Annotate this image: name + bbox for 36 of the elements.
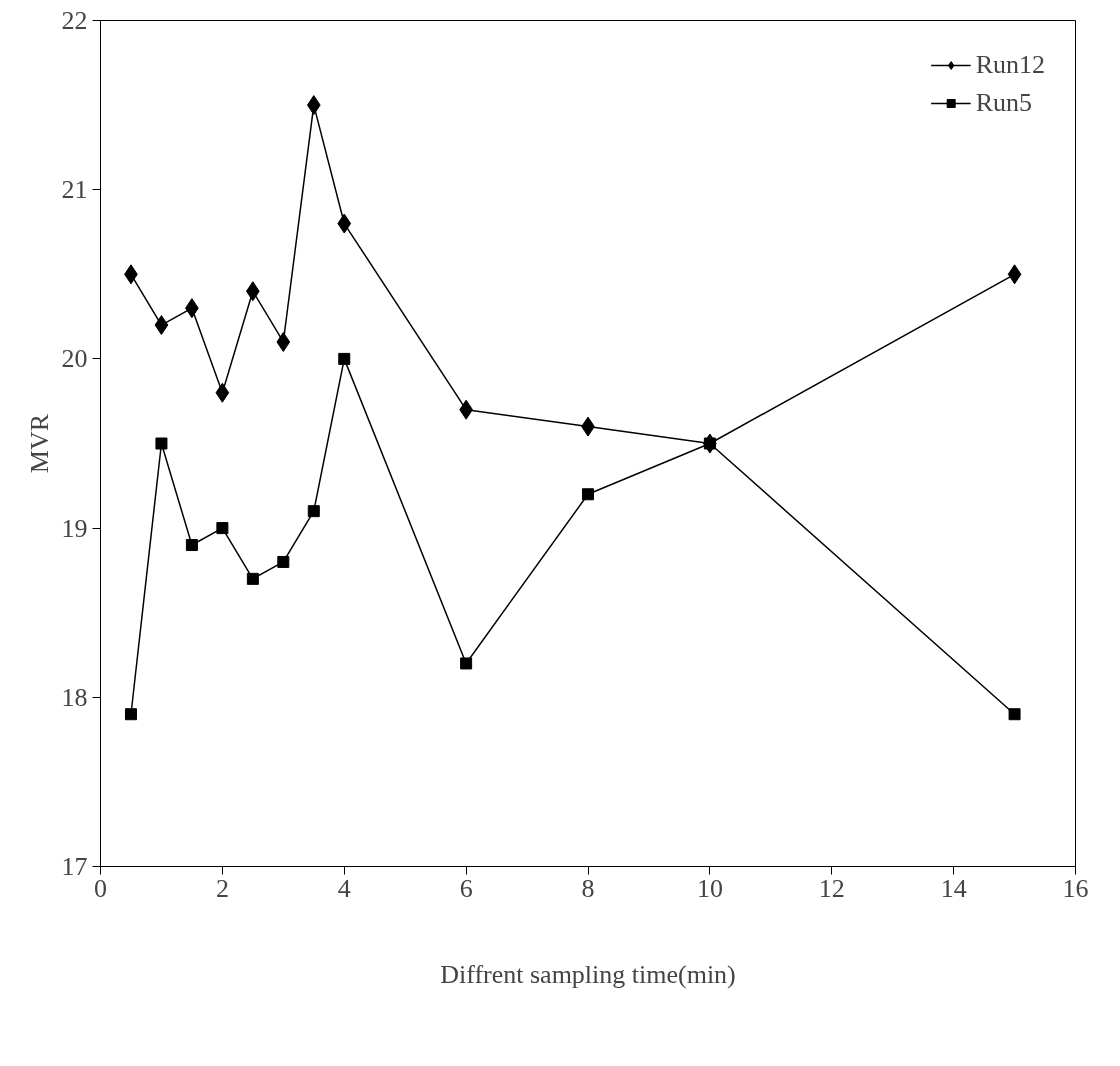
x-tick-label: 14 xyxy=(940,873,967,903)
point xyxy=(277,555,290,568)
point xyxy=(185,539,198,552)
point xyxy=(154,315,169,336)
y-tick-label: 17 xyxy=(61,852,88,881)
x-tick-label: 2 xyxy=(215,873,229,903)
y-tick-label: 20 xyxy=(61,344,88,374)
x-tick-label: 10 xyxy=(696,873,723,903)
point xyxy=(460,657,473,670)
point xyxy=(307,505,320,518)
x-tick-label: 12 xyxy=(818,873,845,903)
x-axis-title: Diffrent sampling time(min) xyxy=(440,959,736,989)
point xyxy=(215,382,230,403)
point xyxy=(216,522,229,535)
point xyxy=(337,213,352,234)
y-tick-label: 22 xyxy=(61,6,88,35)
legend-label: Run12 xyxy=(975,50,1045,80)
point xyxy=(582,488,594,501)
x-tick-label: 8 xyxy=(581,873,595,903)
point xyxy=(276,331,291,352)
point xyxy=(246,572,259,585)
legend-label: Run5 xyxy=(975,88,1032,118)
point xyxy=(1008,708,1021,721)
point xyxy=(338,352,351,365)
x-tick-label: 6 xyxy=(459,873,473,903)
point xyxy=(124,708,137,721)
y-tick-label: 18 xyxy=(61,682,88,712)
x-tick-label: 0 xyxy=(94,873,107,903)
x-tick-label: 4 xyxy=(337,873,351,903)
x-tick-label: 16 xyxy=(1062,873,1089,903)
point xyxy=(306,95,321,116)
y-tick-label: 21 xyxy=(61,175,88,205)
point xyxy=(1007,264,1022,285)
y-tick-label: 19 xyxy=(61,513,88,543)
point xyxy=(155,437,168,450)
y-axis-title: MVR xyxy=(24,413,54,474)
